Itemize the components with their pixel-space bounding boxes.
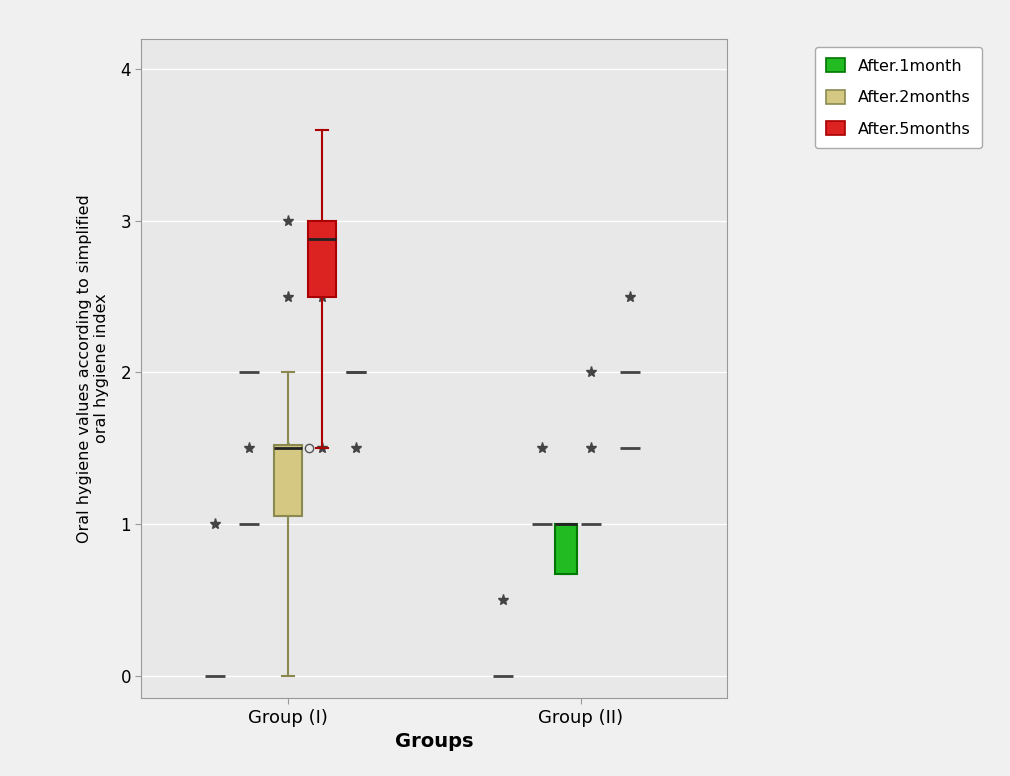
Legend: After.1month, After.2months, After.5months: After.1month, After.2months, After.5mont…	[815, 47, 982, 148]
X-axis label: Groups: Groups	[395, 733, 474, 751]
Bar	[308, 220, 335, 296]
Bar	[274, 445, 302, 517]
Bar	[556, 524, 577, 574]
Y-axis label: Oral hygiene values according to simplified
oral hygiene index: Oral hygiene values according to simplif…	[77, 194, 109, 543]
